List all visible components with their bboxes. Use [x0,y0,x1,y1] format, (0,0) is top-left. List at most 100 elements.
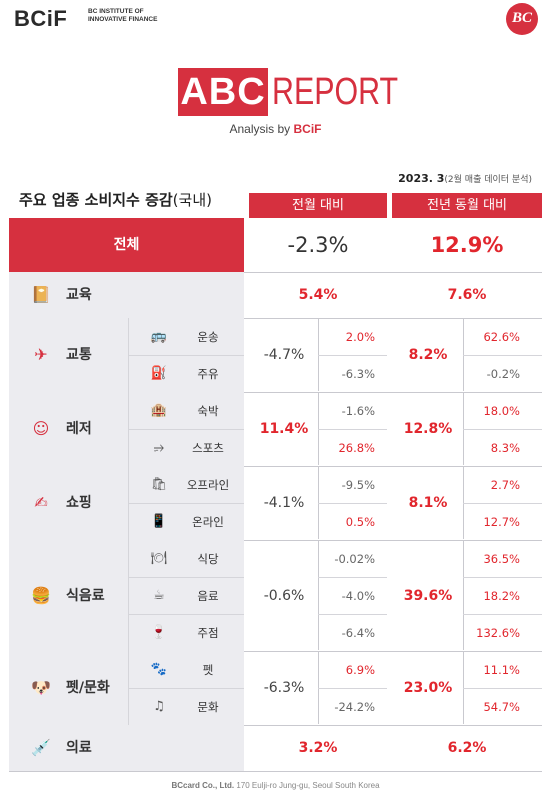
subcategory-yoy: 2.7% [490,477,520,492]
row-separator [9,466,542,467]
category-label: 레저 [66,421,92,437]
category-mom: 5.4% [298,287,338,303]
category-label: 교육 [66,287,92,303]
subcategory-mom: 6.9% [345,662,375,677]
subcategory-yoy: 18.0% [483,403,520,418]
date-note: (2월 매출 데이터 분석) [444,175,532,185]
plane-icon: ✈ [34,345,48,364]
phone-icon: 📱 [150,513,168,529]
dumbbell-icon: ⭌ [153,439,165,455]
syringe-icon: 💉 [31,738,51,757]
total-label-cell [9,218,244,272]
category-mom: -0.6% [263,587,305,604]
analysis-prefix: Analysis by [229,122,294,136]
sub-separator [318,355,387,356]
subcategory-yoy: 36.5% [483,551,520,566]
column-header-yoy: 전년 동월 대비 [392,193,542,218]
subcategory-label: 운송 [197,329,219,344]
bag-icon: 🛍 [150,476,168,492]
plate-icon: 🍽 [150,550,168,566]
category-yoy: 8.1% [408,495,448,511]
paw-icon: 🐾 [150,661,168,677]
sub-separator [463,429,542,430]
sub-separator [463,355,542,356]
footer-address: 170 Eulji-ro Jung-gu, Seoul South Korea [234,781,380,790]
subcategory-label: 문화 [197,699,219,714]
total-label: 전체 [113,237,140,253]
subcategory-mom: 26.8% [338,440,375,455]
report-date: 2023. 3(2월 매출 데이터 분석) [398,172,532,185]
subcategory-mom: -24.2% [334,699,375,714]
sub-separator [128,355,244,356]
category-yoy: 23.0% [403,680,453,696]
abc-logo: ABC [178,68,268,116]
sub-separator [318,688,387,689]
total-mom: -2.3% [287,233,349,257]
footer: BCcard Co., Ltd. 170 Eulji-ro Jung-gu, S… [0,781,551,790]
category-yoy: 6.2% [447,740,487,756]
row-separator [9,318,542,319]
subcategory-label: 스포츠 [192,440,224,455]
total-yoy: 12.9% [430,233,504,257]
bus-icon: 🚌 [150,328,168,344]
subcategory-yoy: 62.6% [483,329,520,344]
row-separator [9,392,542,393]
column-header-mom: 전월 대비 [249,193,387,218]
subcategory-label: 펫 [202,662,214,677]
sub-separator [128,577,244,578]
category-yoy: 7.6% [447,287,487,303]
subcategory-label: 온라인 [192,514,224,529]
category-label: 식음료 [66,587,105,604]
category-divider [128,540,129,651]
category-label: 펫/문화 [66,680,110,696]
dog-icon: 🐶 [31,678,51,697]
category-mom: -4.7% [263,347,305,363]
category-label: 교통 [66,347,92,363]
subcategory-mom: 2.0% [345,329,375,344]
sub-separator [463,688,542,689]
subcategory-label: 주점 [197,625,219,640]
category-cell [9,725,244,771]
subcategory-yoy: 132.6% [476,625,520,640]
subcategory-yoy: 54.7% [483,699,520,714]
subcategory-yoy: 18.2% [483,588,520,603]
subcategory-label: 숙박 [197,403,219,418]
subcategory-label: 주유 [197,366,219,381]
bc-badge-icon: BC [506,3,538,35]
footer-company: BCcard Co., Ltd. [171,781,235,790]
glass-icon: 🍷 [150,624,168,640]
value-divider [463,541,464,650]
analysis-by: Analysis by BCiF [0,122,551,136]
category-mom: 3.2% [298,740,338,756]
row-separator [9,651,542,652]
subcategory-mom: 0.5% [345,514,375,529]
book-icon: 📔 [31,285,51,304]
row-separator [9,771,542,772]
category-label: 의료 [66,740,92,756]
smile-icon: ☺ [32,419,50,438]
bcif-subtitle: BC INSTITUTE OF INNOVATIVE FINANCE [88,8,158,23]
sub-separator [463,503,542,504]
category-cell [9,540,244,651]
table-title-paren: (국내) [172,191,212,209]
bcif-logo: BCiF [14,6,68,31]
subcategory-mom: -4.0% [341,588,375,603]
sub-separator [318,429,387,430]
sub-separator [318,614,387,615]
subcategory-mom: -9.5% [341,477,375,492]
music-icon: ♫ [153,698,165,714]
hotel-icon: 🏨 [150,402,168,418]
sub-separator [318,503,387,504]
value-divider [318,541,319,650]
category-mom: -6.3% [263,680,305,696]
category-mom: -4.1% [263,495,305,511]
subcategory-yoy: -0.2% [486,366,520,381]
analysis-brand: BCiF [293,122,322,136]
subcategory-label: 식당 [197,551,219,566]
burger-icon: 🍔 [31,585,51,605]
date-main: 2023. 3 [398,172,445,185]
sub-separator [128,614,244,615]
subcategory-mom: -6.3% [341,366,375,381]
subcategory-mom: -0.02% [334,551,375,566]
row-separator [9,725,542,726]
